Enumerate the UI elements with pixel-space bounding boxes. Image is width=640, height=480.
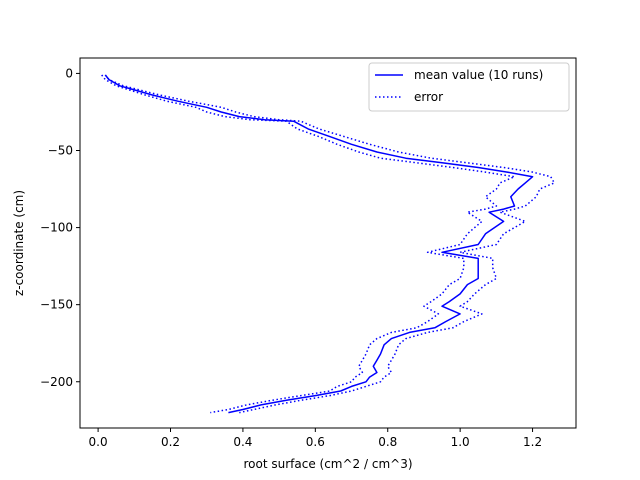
y-axis-ticks: 0 −50 −100 −150 −200 bbox=[40, 66, 80, 389]
y-tick-label: −200 bbox=[40, 375, 73, 389]
y-tick-label: −150 bbox=[40, 298, 73, 312]
legend-label-error: error bbox=[414, 90, 443, 104]
x-tick-label: 0.4 bbox=[233, 435, 252, 449]
x-tick-label: 0.2 bbox=[161, 435, 180, 449]
legend: mean value (10 runs) error bbox=[368, 62, 570, 112]
legend-label-mean: mean value (10 runs) bbox=[414, 68, 543, 82]
x-axis-label: root surface (cm^2 / cm^3) bbox=[243, 457, 412, 471]
x-tick-label: 1.0 bbox=[451, 435, 470, 449]
series-line-mean bbox=[104, 74, 534, 414]
series-layer bbox=[101, 74, 556, 414]
x-tick-label: 0.6 bbox=[306, 435, 325, 449]
series-line-error-1 bbox=[104, 74, 556, 414]
y-tick-label: −50 bbox=[48, 144, 73, 158]
legend-box bbox=[368, 62, 570, 112]
x-tick-label: 0.0 bbox=[89, 435, 108, 449]
y-axis-label: z-coordinate (cm) bbox=[12, 190, 26, 296]
x-tick-label: 1.2 bbox=[523, 435, 542, 449]
plot-area bbox=[80, 58, 576, 428]
x-axis-ticks: 0.0 0.2 0.4 0.6 0.8 1.0 1.2 bbox=[89, 428, 542, 449]
x-tick-label: 0.8 bbox=[378, 435, 397, 449]
series-line-error-2 bbox=[101, 74, 516, 414]
y-tick-label: −100 bbox=[40, 221, 73, 235]
axes-frame bbox=[79, 57, 577, 429]
y-tick-label: 0 bbox=[65, 66, 73, 80]
